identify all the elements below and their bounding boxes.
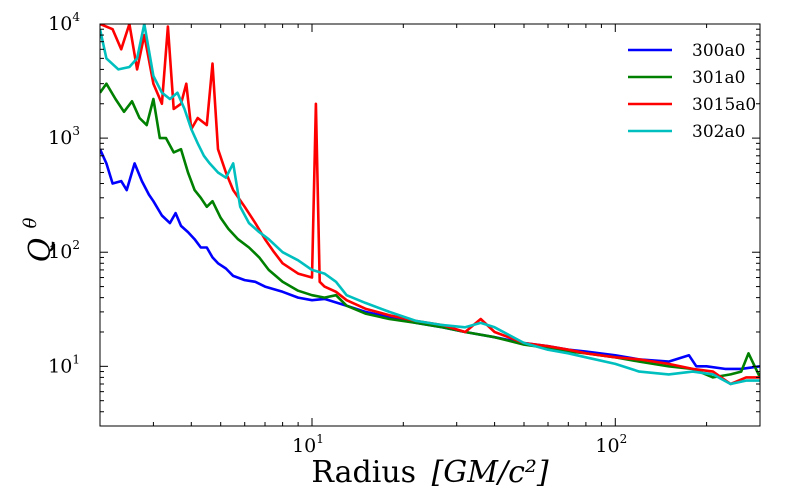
legend-label: 302a0	[692, 122, 745, 142]
x-axis-unit: [GM/c²]	[432, 455, 549, 490]
series-line-300a0	[100, 148, 760, 371]
y-axis-title: Q	[23, 238, 58, 263]
x-tick-label: 102	[595, 432, 627, 457]
chart-lines-layer	[100, 24, 760, 386]
x-axis-title: Radius	[311, 455, 416, 490]
legend-label: 301a0	[692, 68, 745, 88]
plot-frame	[99, 23, 761, 427]
legend-entry-300a0: 300a0	[628, 41, 745, 61]
y-tick-label: 104	[48, 10, 80, 35]
legend-entry-3015a0: 3015a0	[628, 95, 756, 115]
series-line-3015a0	[100, 24, 760, 386]
y-tick-label: 103	[48, 124, 80, 149]
legend-label: 3015a0	[692, 95, 756, 115]
svg-text:Radius [GM/c²]: Radius [GM/c²]	[311, 455, 549, 490]
legend: 300a0 301a0 3015a0 302a0	[628, 41, 756, 142]
y-tick-label: 101	[48, 352, 80, 377]
x-axis-label: Radius [GM/c²]	[311, 455, 549, 490]
legend-label: 300a0	[692, 41, 745, 61]
svg-text:Q θ: Q θ	[20, 217, 58, 262]
chart-ticks-layer: 101 102 101 102 103 104	[48, 10, 761, 457]
series-line-301a0	[100, 82, 760, 379]
series-line-302a0	[100, 24, 760, 386]
legend-entry-302a0: 302a0	[628, 122, 745, 142]
y-axis-label: Q θ	[20, 217, 58, 262]
y-tick-label: 102	[48, 238, 80, 263]
legend-entry-301a0: 301a0	[628, 68, 745, 88]
y-axis-superscript: θ	[20, 217, 41, 228]
x-tick-label: 101	[292, 432, 324, 457]
